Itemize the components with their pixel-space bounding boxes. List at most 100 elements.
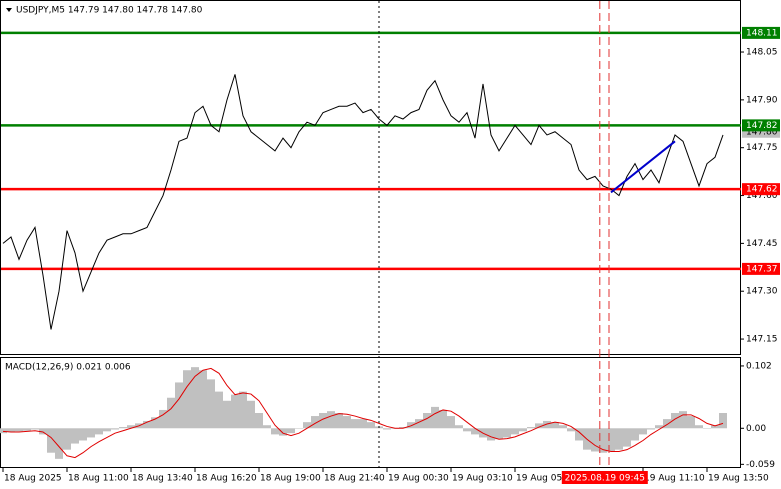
macd-bar — [303, 422, 311, 429]
macd-bar — [7, 428, 15, 432]
macd-bar — [87, 428, 95, 438]
macd-bar — [535, 423, 543, 429]
macd-bar — [455, 425, 463, 429]
macd-bar — [311, 416, 319, 429]
y-tick-label: 147.30 — [746, 287, 778, 297]
y-tick-label: 0.102 — [746, 361, 772, 371]
x-tick-label: 18 Aug 11:00 — [68, 474, 129, 484]
x-tick-label: 19 Aug 11:10 — [644, 474, 705, 484]
macd-bar — [615, 428, 623, 450]
macd-bar — [247, 400, 255, 429]
macd-bar — [415, 419, 423, 429]
macd-bar — [255, 413, 263, 429]
macd-bar — [191, 367, 199, 429]
macd-bar — [47, 428, 55, 453]
macd-bar — [463, 428, 471, 432]
macd-bar — [207, 379, 215, 429]
macd-bar — [167, 397, 175, 429]
macd-bar — [231, 394, 239, 429]
macd-bar — [343, 416, 351, 429]
trendline — [610, 140, 676, 194]
macd-bar — [271, 428, 279, 435]
level-box — [742, 26, 780, 39]
price-frame — [0, 0, 741, 355]
macd-bar — [623, 428, 631, 447]
level-box — [742, 262, 780, 275]
macd-bar — [119, 427, 127, 429]
macd-bar — [175, 382, 183, 429]
macd-bar — [335, 413, 343, 429]
macd-bar — [679, 411, 687, 429]
macd-bar — [495, 428, 503, 440]
y-tick-label: 147.75 — [746, 143, 778, 153]
price-line — [2, 74, 724, 330]
macd-bar — [671, 413, 679, 429]
macd-bar — [359, 419, 367, 429]
y-tick-label: 0.00 — [746, 424, 766, 434]
macd-bar — [407, 422, 415, 429]
macd-bar — [431, 406, 439, 429]
macd-bar — [639, 428, 647, 435]
macd-bar — [567, 428, 575, 432]
macd-bar — [647, 428, 655, 430]
macd-bar — [0, 428, 7, 434]
macd-bar — [31, 428, 39, 430]
macd-bar — [239, 391, 247, 429]
macd-bar — [591, 428, 599, 452]
chart-title: USDJPY,M5 147.79 147.80 147.78 147.80 — [16, 6, 203, 16]
macd-bar — [79, 428, 87, 441]
macd-bar — [399, 427, 407, 429]
macd-bar — [447, 416, 455, 429]
macd-bar — [543, 420, 551, 429]
macd-bar — [287, 428, 295, 434]
macd-bar — [559, 425, 567, 429]
macd-bar — [719, 413, 727, 429]
y-tick-label: 147.60 — [746, 191, 778, 201]
y-tick-label: -0.059 — [746, 460, 775, 470]
macd-bar — [15, 428, 23, 432]
x-tick-label: 18 Aug 19:00 — [260, 474, 321, 484]
macd-bar — [551, 422, 559, 429]
macd-bar — [39, 428, 47, 435]
macd-bar — [631, 428, 639, 441]
macd-bar — [263, 425, 271, 429]
y-tick-label: 147.90 — [746, 95, 778, 105]
macd-bar — [367, 422, 375, 429]
level-box — [742, 119, 780, 132]
macd-bar — [295, 428, 303, 429]
macd-bar — [127, 425, 135, 429]
macd-bar — [607, 428, 615, 452]
macd-bar — [575, 428, 583, 441]
macd-bar — [215, 391, 223, 429]
macd-bar — [703, 428, 711, 429]
macd-bar — [383, 428, 391, 430]
menu-arrow — [6, 8, 12, 12]
macd-bar — [55, 428, 63, 459]
macd-bar — [711, 425, 719, 429]
current-price-label: 147.80 — [746, 127, 778, 137]
macd-bar — [95, 428, 103, 435]
macd-bar — [159, 409, 167, 429]
y-tick-label: 148.05 — [746, 48, 778, 58]
macd-bar — [599, 428, 607, 453]
macd-bar — [655, 425, 663, 429]
x-tick-label: 18 Aug 13:40 — [132, 474, 193, 484]
macd-bar — [103, 428, 111, 432]
macd-bar — [487, 428, 495, 441]
macd-bar — [63, 428, 71, 450]
cursor-box — [561, 471, 648, 484]
x-tick-label: 19 Aug 03:10 — [452, 474, 513, 484]
x-tick-label: 18 Aug 2025 — [4, 474, 62, 484]
x-tick-label: 19 Aug 00:30 — [388, 474, 449, 484]
macd-bar — [503, 428, 511, 438]
macd-bar — [23, 428, 31, 431]
macd-bar — [351, 419, 359, 429]
macd-bar — [439, 409, 447, 429]
macd-title: MACD(12,26,9) 0.021 0.006 — [5, 363, 131, 373]
signal-line — [2, 367, 724, 459]
macd-bar — [327, 411, 335, 429]
macd-bar — [663, 419, 671, 429]
macd-bar — [527, 427, 535, 429]
macd-bar — [143, 420, 151, 429]
